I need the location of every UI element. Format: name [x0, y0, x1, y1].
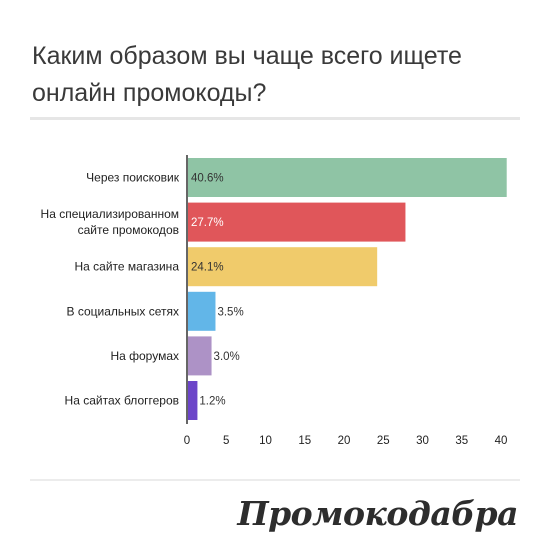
brand-logo: Промокодабра [237, 494, 518, 533]
x-tick-label: 35 [455, 435, 468, 447]
bar [188, 247, 378, 287]
category-label: На форумах [110, 349, 179, 363]
value-label: 3.5% [217, 306, 243, 318]
x-tick-label: 20 [338, 435, 351, 447]
category-label: В социальных сетях [66, 304, 179, 318]
bar-chart: Через поисковик 40.6% На специализированно… [41, 155, 508, 447]
category-label: На специализированном сайте промокодов [41, 207, 179, 237]
bar [188, 381, 198, 420]
title-divider [30, 117, 520, 120]
chart-title: Каким образом вы чаще всего ищете онлайн… [32, 42, 462, 107]
x-tick-label: 30 [416, 435, 429, 447]
x-tick-label: 0 [184, 435, 190, 447]
x-tick-label: 25 [377, 435, 390, 447]
footer-divider [30, 479, 520, 481]
value-label: 3.0% [214, 351, 240, 363]
bar [188, 291, 216, 331]
x-tick-label: 10 [259, 435, 272, 447]
value-label: 40.6% [191, 173, 224, 185]
category-label: На сайтах блоггеров [65, 394, 179, 408]
value-label: 27.7% [191, 217, 224, 229]
bar [188, 158, 507, 197]
value-label: 1.2% [199, 396, 225, 408]
category-label: На сайте магазина [74, 260, 179, 274]
x-tick-label: 5 [223, 435, 229, 447]
bar [188, 202, 406, 242]
category-label: Через поисковик [86, 171, 180, 185]
bar [188, 336, 212, 376]
x-tick-label: 40 [495, 435, 508, 447]
value-label: 24.1% [191, 262, 224, 274]
x-tick-label: 15 [298, 435, 311, 447]
